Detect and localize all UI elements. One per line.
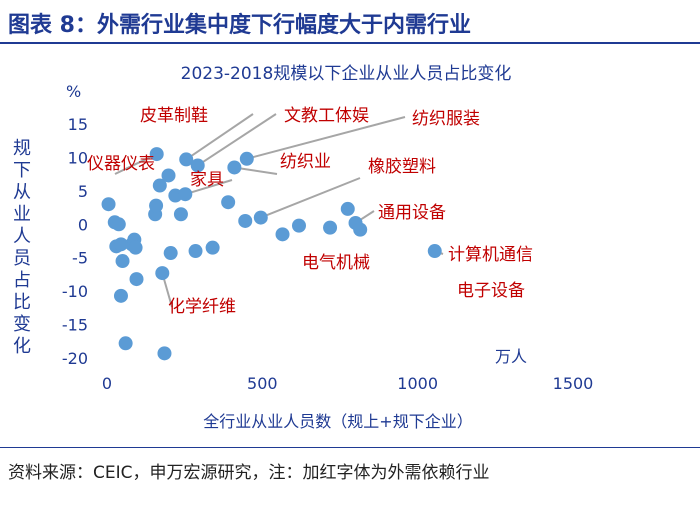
y-tick-labels: 15 10 5 0 -5 -10 -15 -20: [62, 115, 88, 368]
data-points: [101, 147, 442, 361]
point-label: 电气机械: [302, 253, 370, 273]
data-point: [275, 227, 290, 242]
page-title: 图表 8：外需行业集中度下行幅度大于内需行业: [8, 13, 471, 38]
point-label: 化学纤维: [168, 297, 236, 317]
leader-line: [246, 116, 406, 160]
y-tick-label: -5: [72, 249, 88, 268]
data-point: [149, 147, 164, 162]
data-point: [323, 220, 338, 235]
point-label: 文教工体娱: [284, 106, 369, 126]
point-label: 仪器仪表: [87, 154, 155, 174]
point-label: 通用设备: [378, 203, 446, 223]
y-axis-title-char: 比: [13, 292, 31, 313]
data-point: [238, 213, 253, 228]
data-point: [173, 207, 188, 222]
data-point: [340, 201, 355, 216]
x-tick-label: 500: [247, 374, 278, 393]
y-unit-label: %: [66, 82, 81, 101]
y-axis-title-char: 人: [13, 226, 31, 247]
y-axis-title-char: 占: [13, 270, 31, 291]
leader-line: [184, 179, 233, 196]
y-tick-label: 5: [78, 182, 88, 201]
data-point: [157, 346, 172, 361]
data-point: [188, 244, 203, 259]
data-point: [163, 246, 178, 261]
data-point: [152, 178, 167, 193]
footer-rule: [0, 447, 700, 448]
data-point: [190, 158, 205, 173]
data-point: [353, 222, 368, 237]
data-point: [113, 237, 128, 252]
y-axis-title-char: 规: [13, 138, 31, 159]
data-point: [149, 198, 164, 213]
data-point: [253, 210, 268, 225]
x-tick-label: 0: [102, 374, 112, 393]
data-point: [427, 244, 442, 259]
data-point: [205, 240, 220, 255]
point-label: 纺织业: [280, 152, 331, 172]
x-tick-label: 1500: [553, 374, 594, 393]
data-point: [161, 168, 176, 183]
y-tick-label: 15: [68, 115, 88, 134]
y-axis-title-char: 化: [13, 336, 31, 357]
y-axis-title-char: 变: [13, 314, 31, 335]
y-axis-title-char: 从: [13, 182, 31, 203]
leader-line: [114, 153, 158, 175]
point-label: 计算机通信: [448, 245, 533, 265]
x-tick-labels: 0 500 1000 1500: [102, 374, 593, 393]
y-axis-title-char: 业: [13, 204, 31, 225]
data-point: [179, 152, 194, 167]
data-point: [227, 160, 242, 175]
scatter-chart: 2023-2018规模以下企业从业人员占比变化 % 万人 全行业从业人员数（规上…: [13, 64, 593, 431]
point-label: 电子设备: [457, 281, 525, 301]
y-axis-title-char: 下: [13, 160, 31, 181]
data-point: [178, 187, 193, 202]
x-axis-title: 全行业从业人员数（规上+规下企业）: [203, 412, 472, 431]
y-tick-label: 0: [78, 215, 88, 234]
y-tick-label: -15: [62, 316, 88, 335]
x-tick-label: 1000: [397, 374, 438, 393]
point-label: 纺织服装: [412, 109, 480, 129]
leader-line: [197, 113, 277, 167]
data-point: [101, 197, 116, 212]
data-point: [129, 272, 144, 287]
data-point: [291, 218, 306, 233]
header-rule: [0, 42, 700, 44]
data-point: [239, 151, 254, 166]
data-point: [113, 288, 128, 303]
leader-line: [234, 166, 278, 175]
chart-title: 2023-2018规模以下企业从业人员占比变化: [181, 64, 512, 84]
leader-line: [185, 113, 254, 161]
data-point: [115, 254, 130, 269]
x-unit-label: 万人: [495, 347, 527, 366]
leader-lines: [114, 113, 444, 308]
data-point: [221, 195, 236, 210]
source-note: 资料来源：CEIC，申万宏源研究，注：加红字体为外需依赖行业: [8, 463, 490, 483]
point-label: 橡胶塑料: [368, 157, 436, 177]
y-axis-title-char: 员: [13, 248, 31, 269]
header: 图表 8：外需行业集中度下行幅度大于内需行业: [0, 0, 700, 42]
data-point: [155, 266, 170, 281]
point-label: 家具: [190, 170, 224, 190]
data-point: [118, 336, 133, 351]
point-label: 皮革制鞋: [140, 106, 208, 126]
y-tick-label: -20: [62, 349, 88, 368]
y-tick-label: 10: [68, 148, 88, 167]
y-tick-label: -10: [62, 282, 88, 301]
data-point: [111, 217, 126, 232]
leader-line: [260, 177, 361, 219]
data-point: [128, 240, 143, 255]
